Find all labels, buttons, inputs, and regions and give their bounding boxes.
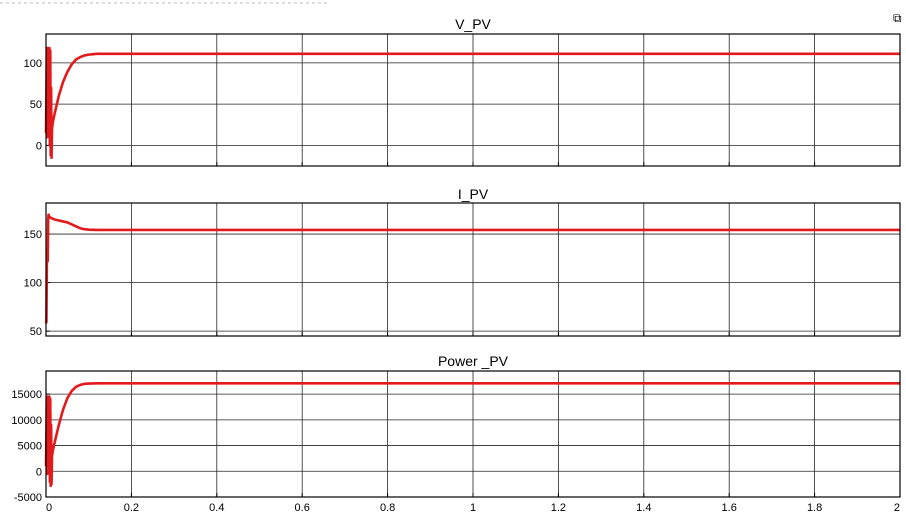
plot-title: V_PV [455, 16, 491, 32]
y-tick-label: 100 [24, 278, 42, 290]
y-tick-label: 10000 [11, 415, 42, 427]
x-tick-label: 1.8 [807, 502, 822, 514]
series-line-1 [44, 46, 900, 160]
plot-title: Power _PV [438, 353, 509, 369]
x-tick-label: 1.6 [722, 502, 737, 514]
y-tick-label: 5000 [18, 441, 42, 453]
x-tick-label: 0 [46, 502, 52, 514]
y-tick-label: 50 [30, 326, 42, 338]
plot-frame [45, 370, 901, 498]
plot-panel-3: Power _PV -5000 0 5000 10000 15000 0 0.2 0.4 0.6 0… [11, 353, 901, 514]
plots-layer: V_PV 0 50 100 I_PV 50 100 150 Power _PV -5000 0 500… [11, 16, 901, 514]
y-tick-label: 100 [24, 58, 42, 70]
y-tick-label: 0 [36, 140, 42, 152]
plot-frame [45, 202, 901, 337]
x-tick-label: 0.6 [295, 502, 310, 514]
plot-panel-1: V_PV 0 50 100 [24, 16, 901, 167]
y-tick-label: -5000 [14, 492, 42, 504]
x-tick-label: 2 [894, 502, 900, 514]
y-tick-label: 50 [30, 99, 42, 111]
y-tick-label: 150 [24, 229, 42, 241]
x-tick-label: 0.4 [209, 502, 224, 514]
undock-icon[interactable]: ⧉ [893, 11, 902, 25]
series-line-1 [44, 213, 900, 324]
y-tick-label: 15000 [11, 389, 42, 401]
plot-title: I_PV [458, 186, 489, 202]
y-tick-label: 0 [36, 466, 42, 478]
x-tick-label: 0.8 [380, 502, 395, 514]
x-tick-label: 1 [470, 502, 476, 514]
plot-frame [45, 33, 901, 167]
x-tick-label: 0.2 [124, 502, 139, 514]
series-line-1 [44, 382, 900, 487]
x-tick-label: 1.4 [636, 502, 651, 514]
x-tick-label: 1.2 [551, 502, 566, 514]
plot-panel-2: I_PV 50 100 150 [24, 186, 901, 338]
